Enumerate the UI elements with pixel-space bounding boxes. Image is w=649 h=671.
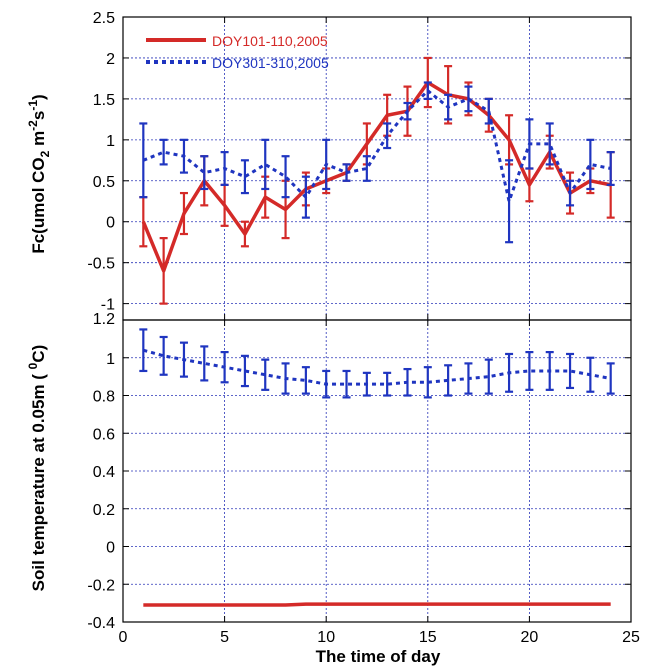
x-tick-label: 10	[317, 629, 335, 646]
y-tick-label: 2.5	[93, 10, 115, 27]
legend-label-doy101: DOY101-110,2005	[212, 33, 328, 49]
series-line-doy301	[142, 89, 611, 203]
series-line-doy301	[142, 348, 611, 386]
legend: DOY101-110,2005 DOY301-310,2005	[146, 33, 329, 71]
x-tick-label: 0	[119, 629, 128, 646]
y-tick-label: 0	[106, 540, 115, 557]
y-tick-label: 0.2	[93, 502, 115, 519]
y-tick-label: 0.4	[93, 464, 115, 481]
y-tick-label: -0.5	[87, 256, 115, 273]
x-tick-label: 25	[622, 629, 640, 646]
tick-layer: -1 -0.5 0 0.5 1 1.5 2 2.5 -0.4 -0.2 0 0.2 0.4 0.6 0.8 1…	[87, 10, 640, 646]
y-tick-label: 0	[106, 215, 115, 232]
x-tick-label: 20	[521, 629, 539, 646]
y-tick-label: -0.4	[87, 615, 115, 632]
series-line-doy101	[143, 602, 611, 607]
y-tick-label: 1.2	[93, 311, 115, 328]
y-tick-label: 1	[106, 133, 115, 150]
legend-label-doy301: DOY301-310,2005	[212, 55, 329, 71]
frame-layer	[122, 16, 632, 623]
y-tick-label: -0.2	[87, 577, 115, 594]
x-tick-label: 5	[220, 629, 229, 646]
y-tick-label: 0.8	[93, 389, 115, 406]
y-tick-label: 0.5	[93, 174, 115, 191]
y-axis-title-bottom: Soil temperature at 0.05m ( 0C)	[26, 345, 48, 592]
panel-frame	[122, 16, 632, 321]
x-tick-label: 15	[419, 629, 437, 646]
series-layer	[139, 56, 615, 607]
grid-layer	[123, 17, 631, 622]
y-axis-title-top: Fc(umol CO2 m-2s-1)	[26, 94, 52, 253]
y-tick-label: 2	[106, 51, 115, 68]
y-tick-label: 1.5	[93, 92, 115, 109]
x-axis-title: The time of day	[316, 647, 441, 666]
series-line-doy101	[141, 80, 612, 273]
y-tick-label: 1	[106, 351, 115, 368]
y-tick-label: 0.6	[93, 426, 115, 443]
y-tick-label: -1	[101, 297, 115, 314]
